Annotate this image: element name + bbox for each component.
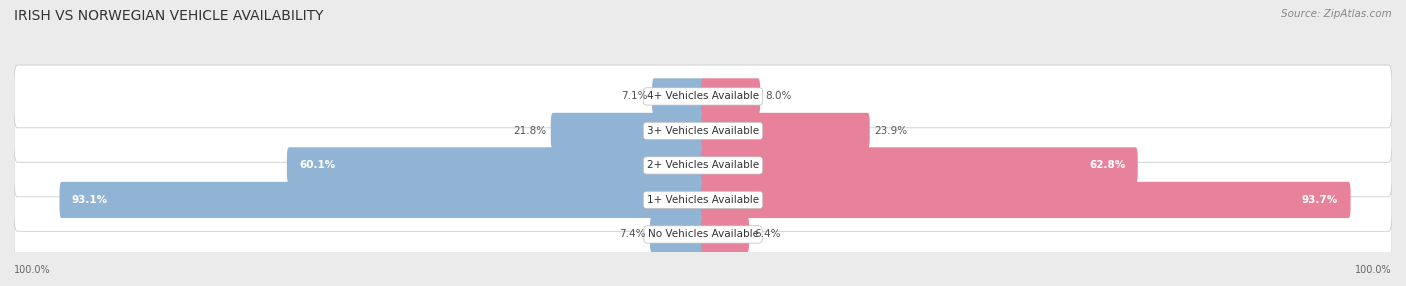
FancyBboxPatch shape	[287, 147, 704, 184]
FancyBboxPatch shape	[14, 203, 1392, 266]
Text: 21.8%: 21.8%	[513, 126, 546, 136]
Text: 8.0%: 8.0%	[765, 92, 792, 102]
FancyBboxPatch shape	[702, 216, 749, 253]
FancyBboxPatch shape	[14, 65, 1392, 128]
FancyBboxPatch shape	[702, 182, 1351, 218]
Text: 60.1%: 60.1%	[299, 160, 336, 170]
FancyBboxPatch shape	[551, 113, 704, 149]
Text: 7.4%: 7.4%	[619, 229, 645, 239]
FancyBboxPatch shape	[652, 78, 704, 114]
Text: 6.4%: 6.4%	[754, 229, 780, 239]
FancyBboxPatch shape	[650, 216, 704, 253]
FancyBboxPatch shape	[14, 134, 1392, 197]
Text: 2+ Vehicles Available: 2+ Vehicles Available	[647, 160, 759, 170]
Text: 23.9%: 23.9%	[875, 126, 908, 136]
FancyBboxPatch shape	[702, 147, 1137, 184]
Text: Source: ZipAtlas.com: Source: ZipAtlas.com	[1281, 9, 1392, 19]
FancyBboxPatch shape	[702, 113, 870, 149]
Text: 100.0%: 100.0%	[14, 265, 51, 275]
FancyBboxPatch shape	[702, 78, 761, 114]
Text: No Vehicles Available: No Vehicles Available	[648, 229, 758, 239]
Text: 62.8%: 62.8%	[1090, 160, 1125, 170]
Text: 93.1%: 93.1%	[72, 195, 108, 205]
Text: 3+ Vehicles Available: 3+ Vehicles Available	[647, 126, 759, 136]
Text: IRISH VS NORWEGIAN VEHICLE AVAILABILITY: IRISH VS NORWEGIAN VEHICLE AVAILABILITY	[14, 9, 323, 23]
FancyBboxPatch shape	[59, 182, 704, 218]
FancyBboxPatch shape	[14, 100, 1392, 162]
Text: 1+ Vehicles Available: 1+ Vehicles Available	[647, 195, 759, 205]
Text: 4+ Vehicles Available: 4+ Vehicles Available	[647, 92, 759, 102]
FancyBboxPatch shape	[14, 168, 1392, 231]
Text: 7.1%: 7.1%	[620, 92, 647, 102]
Text: 93.7%: 93.7%	[1302, 195, 1339, 205]
Text: 100.0%: 100.0%	[1355, 265, 1392, 275]
